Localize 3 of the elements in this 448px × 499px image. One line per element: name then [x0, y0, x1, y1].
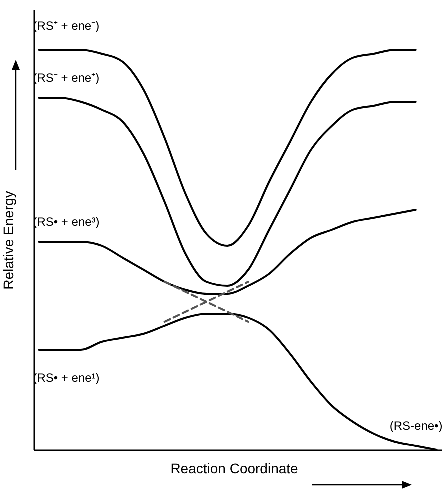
- x-axis-title: Reaction Coordinate: [170, 460, 299, 476]
- y-axis-title: Relative Energy: [0, 191, 16, 290]
- annotation: (RS-ene•): [390, 419, 443, 433]
